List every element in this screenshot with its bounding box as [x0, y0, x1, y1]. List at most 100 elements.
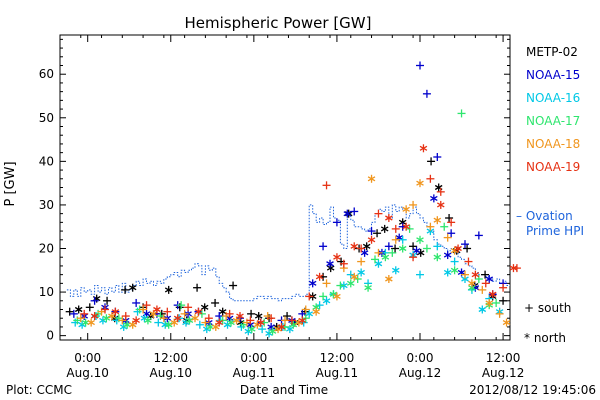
north-marker: [218, 307, 227, 316]
north-marker-arm: [450, 267, 459, 273]
north-marker: [289, 320, 298, 329]
south-marker: [357, 244, 366, 253]
north-marker-arm: [286, 326, 294, 332]
north-marker: [346, 279, 355, 288]
south-marker: [409, 200, 418, 209]
south-marker: [322, 279, 331, 288]
south-marker: [85, 303, 94, 312]
north-marker-arm: [74, 306, 83, 313]
north-marker-arm: [502, 320, 511, 326]
north-marker-arm: [232, 317, 241, 323]
y-tick-label: 30: [39, 198, 54, 212]
x-tick-time-label: 0:00: [74, 351, 101, 365]
y-tick-label: 60: [39, 67, 54, 81]
south-marker: [492, 298, 501, 307]
north-marker: [443, 251, 452, 260]
north-marker: [247, 325, 256, 334]
south-marker: [464, 257, 473, 266]
south-marker: [433, 242, 442, 251]
north-marker: [402, 222, 410, 231]
north-marker: [402, 205, 410, 214]
north-marker-arm: [333, 254, 341, 260]
north-marker: [344, 209, 353, 218]
south-marker: [339, 259, 348, 268]
north-marker: [102, 314, 111, 323]
north-marker: [322, 296, 331, 305]
north-marker-arm: [457, 269, 466, 276]
north-marker: [350, 272, 359, 281]
north-marker: [185, 316, 194, 325]
north-marker: [90, 312, 99, 321]
south-marker: [447, 229, 456, 238]
north-marker: [164, 285, 173, 294]
south-marker: [319, 242, 328, 251]
south-marker: [154, 318, 163, 327]
y-axis-label: P [GW]: [3, 161, 18, 206]
north-marker: [267, 322, 275, 331]
north-marker-arm: [430, 195, 438, 201]
north-marker-arm: [468, 285, 476, 291]
south-marker: [301, 314, 310, 323]
south-marker: [159, 314, 168, 323]
north-marker: [256, 318, 265, 327]
north-marker-arm: [443, 269, 452, 276]
south-marker: [319, 292, 328, 301]
north-marker-arm: [357, 269, 365, 276]
south-marker: [301, 305, 310, 314]
south-marker: [90, 296, 99, 305]
south-marker: [495, 309, 504, 318]
south-marker: [103, 296, 112, 305]
north-marker-arm: [225, 315, 234, 321]
north-marker: [350, 242, 359, 251]
north-marker-arm: [277, 324, 286, 330]
x-tick-date-label: Aug.11: [316, 366, 359, 380]
north-marker-arm: [398, 245, 407, 252]
north-marker-arm: [99, 317, 107, 323]
south-marker: [422, 89, 431, 98]
north-marker-arm: [295, 320, 303, 326]
north-marker-arm: [450, 248, 459, 254]
ovation-prime-hpi-line: [66, 204, 510, 302]
south-marker: [461, 240, 469, 249]
south-marker: [391, 224, 400, 233]
north-marker: [194, 307, 203, 316]
south-marker: [121, 312, 130, 321]
north-marker: [509, 264, 518, 273]
x-tick-time-label: 0:00: [240, 351, 267, 365]
north-marker: [433, 216, 442, 225]
south-marker: [305, 292, 314, 301]
legend-entry: NOAA-18: [526, 137, 580, 151]
north-marker-arm: [246, 322, 255, 328]
legend-entry: NOAA-19: [526, 160, 580, 174]
x-tick-date-label: Aug.11: [233, 366, 276, 380]
south-marker: [461, 270, 469, 279]
north-marker: [132, 316, 140, 325]
north-marker: [164, 320, 173, 329]
north-marker: [385, 275, 393, 283]
south-marker: [367, 227, 376, 236]
north-marker: [485, 275, 494, 283]
north-marker-arm: [436, 202, 445, 208]
north-marker: [360, 248, 369, 257]
south-marker: [346, 270, 355, 279]
north-marker: [478, 305, 487, 314]
north-marker: [254, 312, 263, 321]
south-marker: [433, 153, 442, 161]
north-marker: [227, 318, 235, 327]
north-marker: [357, 268, 365, 277]
south-marker: [184, 303, 193, 312]
north-marker-arm: [202, 326, 211, 332]
south-marker: [80, 309, 89, 318]
south-marker: [69, 309, 78, 318]
north-marker: [502, 318, 511, 327]
north-marker: [433, 253, 442, 262]
x-tick-date-label: Aug.10: [150, 366, 193, 380]
south-marker: [283, 312, 292, 321]
plot-timestamp: 2012/08/12 19:45:06: [469, 383, 596, 397]
south-marker: [357, 257, 366, 266]
north-marker-arm: [108, 313, 116, 319]
north-marker-arm: [111, 309, 120, 315]
south-marker: [204, 314, 213, 323]
north-marker: [454, 244, 462, 253]
north-marker: [436, 200, 445, 209]
